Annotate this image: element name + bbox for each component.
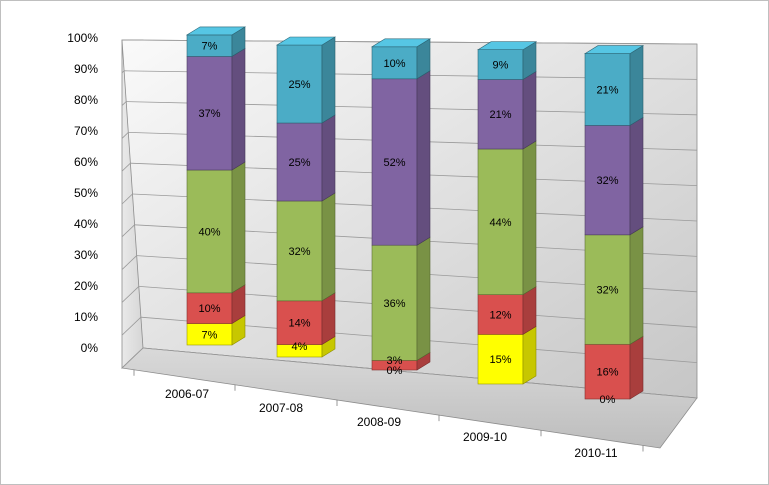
- data-label: 7%: [202, 329, 218, 341]
- bar-segment-side: [629, 45, 644, 126]
- bar-segment-front: [477, 148, 524, 295]
- bar-segment-side: [522, 70, 537, 150]
- data-label: 32%: [288, 246, 310, 258]
- bar-segment-front: [276, 122, 323, 202]
- x-tick-label: 2008-09: [357, 415, 401, 429]
- bar-top-cap: [476, 41, 538, 51]
- gridline-side: [121, 162, 131, 172]
- data-label: 21%: [489, 109, 511, 121]
- bar-segment-side: [522, 286, 537, 335]
- bar-segment-side: [231, 47, 246, 171]
- data-label: 7%: [202, 41, 218, 53]
- bar-segment-front: [186, 292, 233, 324]
- data-label: 37%: [198, 108, 220, 120]
- data-label: 40%: [198, 226, 220, 238]
- data-label: 3%: [387, 355, 403, 367]
- y-tick-label: 10%: [74, 310, 98, 324]
- data-label: 12%: [489, 309, 511, 321]
- bar-segment-front: [477, 294, 524, 335]
- data-label: 9%: [493, 60, 509, 72]
- gridline-side: [121, 224, 135, 238]
- data-label: 0%: [387, 365, 403, 377]
- data-label: 10%: [383, 58, 405, 70]
- bar-segment-front: [477, 49, 524, 80]
- bar-segment-side: [629, 116, 644, 236]
- bar-segment-side: [629, 335, 644, 400]
- gridline-side: [121, 255, 137, 270]
- bar-segment-side: [629, 226, 644, 345]
- x-axis: 2006-07 2007-08 2008-09 2009-10 2010-11: [133, 369, 644, 460]
- bar-segment-side: [321, 114, 336, 202]
- data-label: 52%: [383, 157, 405, 169]
- bar-segment-side: [321, 36, 336, 124]
- gridline-side: [121, 132, 129, 139]
- y-tick-label: 70%: [74, 124, 98, 138]
- data-label: 0%: [600, 394, 616, 406]
- bar-segment-front: [371, 46, 418, 80]
- gridline-side: [121, 286, 140, 303]
- bar-top-cap: [370, 38, 432, 48]
- gridline-side: [121, 70, 125, 74]
- data-label: 14%: [288, 318, 310, 330]
- bar-top-cap: [185, 26, 247, 36]
- y-tick-label: 40%: [74, 217, 98, 231]
- bar-segment-front: [186, 56, 233, 171]
- bar-stack-2008-09: [370, 38, 432, 371]
- y-tick-label: 0%: [81, 341, 99, 355]
- bar-stack-2010-11: [583, 45, 645, 400]
- bar-segment-front: [477, 334, 524, 385]
- data-label: 4%: [292, 341, 308, 353]
- gridline-side: [121, 316, 142, 336]
- bar-segment-front: [584, 53, 631, 126]
- data-label: 36%: [383, 298, 405, 310]
- gridline-side: [121, 193, 133, 205]
- bar-segment-front: [477, 79, 524, 150]
- data-label: 32%: [596, 175, 618, 187]
- bar-top-cap: [583, 45, 645, 54]
- bar-segment-side: [522, 325, 537, 385]
- bar-stack-2006-07: [185, 26, 247, 346]
- bar-segment-side: [522, 140, 537, 296]
- data-label: 10%: [198, 303, 220, 315]
- x-tick-label: 2009-10: [463, 430, 507, 444]
- y-tick-label: 30%: [74, 248, 98, 262]
- gridline-side: [121, 347, 144, 369]
- gridline-side: [121, 101, 127, 106]
- bar-segment-front: [584, 234, 631, 345]
- bar-segment-front: [584, 343, 631, 400]
- bar-segment-side: [321, 192, 336, 302]
- bar-segment-side: [416, 70, 431, 246]
- bar-segment-side: [416, 236, 431, 361]
- data-labels: 7%10%40%37%7%4%14%32%25%25%0%3%36%52%10%…: [198, 41, 618, 406]
- x-tick-label: 2007-08: [259, 401, 303, 415]
- data-label: 32%: [596, 285, 618, 297]
- data-label: 15%: [489, 354, 511, 366]
- data-label: 25%: [288, 79, 310, 91]
- bar-segment-front: [276, 44, 323, 124]
- bar-top-cap: [275, 36, 337, 46]
- y-axis-tick-labels: 0% 10% 20% 30% 40% 50% 60% 70% 80% 90% 100%: [67, 31, 98, 355]
- bar-stack-2009-10: [476, 41, 538, 385]
- data-label: 44%: [489, 217, 511, 229]
- y-tick-label: 100%: [67, 31, 98, 45]
- y-tick-label: 20%: [74, 279, 98, 293]
- x-tick-label: 2010-11: [574, 446, 617, 460]
- bar-segment-front: [371, 244, 418, 361]
- data-label: 16%: [596, 367, 618, 379]
- y-tick-label: 90%: [74, 62, 98, 76]
- y-tick-label: 60%: [74, 155, 98, 169]
- bar-stacks: [185, 26, 645, 400]
- data-label: 21%: [596, 84, 618, 96]
- bar-stack-2007-08: [275, 36, 337, 358]
- bar-segment-side: [321, 292, 336, 346]
- bar-segment-side: [231, 161, 246, 294]
- y-tick-label: 50%: [74, 186, 98, 200]
- x-tick-label: 2006-07: [165, 387, 209, 401]
- data-label: 25%: [288, 157, 310, 169]
- y-tick-label: 80%: [74, 93, 98, 107]
